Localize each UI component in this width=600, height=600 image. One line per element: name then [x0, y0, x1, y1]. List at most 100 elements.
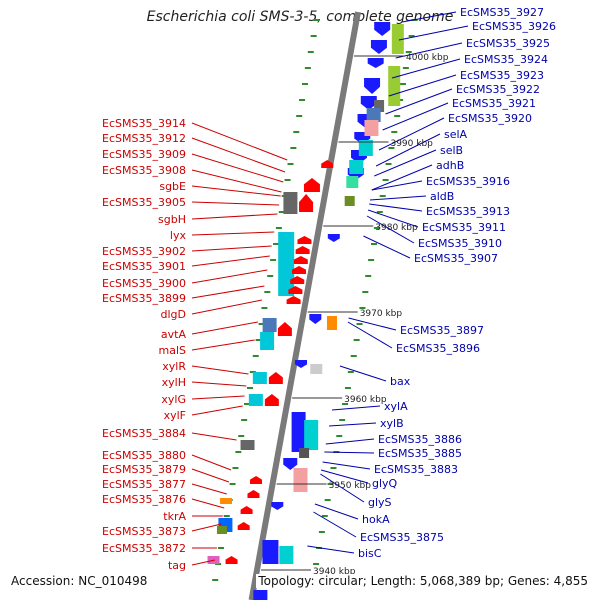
leader-line-left — [191, 153, 284, 183]
left-gene-label: tag — [168, 559, 186, 572]
gene-box — [391, 24, 404, 54]
kbp-label: 3970 kbp — [360, 309, 403, 319]
leader-line-right — [324, 451, 375, 454]
left-gene-labels: EcSMS35_3914 EcSMS35_3912 EcSMS35_3909 EcSM… — [102, 117, 186, 572]
scale-ticks — [212, 19, 418, 581]
right-gene-label: EcSMS35_3920 — [448, 112, 532, 125]
leader-line-right — [313, 511, 357, 538]
gene-box — [304, 420, 319, 450]
leader-line-right — [369, 203, 423, 212]
left-gene-label: EcSMS35_3914 — [102, 117, 186, 130]
gene-box — [240, 440, 255, 450]
leader-line-right — [322, 461, 371, 470]
leader-line-left — [191, 245, 272, 252]
gene-arrow-minus — [370, 40, 387, 54]
gene-arrow-plus — [247, 490, 260, 498]
leader-line-left — [191, 231, 275, 236]
gene-arrow-plus — [303, 178, 320, 192]
leader-line-right — [371, 180, 423, 191]
kbp-label: 3990 kbp — [390, 139, 433, 149]
leader-line-right — [371, 164, 433, 191]
gene-arrow-plus — [295, 246, 310, 254]
gene-box — [326, 316, 337, 330]
leader-line-right — [368, 209, 419, 228]
leader-line-left — [191, 395, 245, 400]
right-gene-label: EcSMS35_3923 — [460, 69, 544, 82]
gene-box — [364, 120, 379, 136]
right-gene-label: EcSMS35_3886 — [378, 433, 462, 446]
leader-line-right — [378, 117, 445, 151]
right-gene-label: adhB — [436, 159, 464, 172]
leader-line-left — [191, 321, 258, 335]
left-gene-label: EcSMS35_3905 — [102, 196, 186, 209]
right-gene-label: glyS — [368, 496, 392, 509]
leader-line-right — [374, 149, 437, 177]
gene-arrow-plus — [286, 296, 301, 304]
gene-box — [262, 318, 277, 332]
right-gene-label: EcSMS35_3921 — [452, 97, 536, 110]
gene-arrow-plus — [297, 236, 312, 244]
right-gene-label: EcSMS35_3924 — [464, 53, 548, 66]
left-gene-label: EcSMS35_3912 — [102, 132, 186, 145]
gene-arrow-plus — [250, 476, 263, 484]
gene-arrow-plus — [321, 160, 334, 168]
left-gene-label: xylF — [164, 409, 186, 422]
leader-line-right — [375, 133, 441, 167]
gene-arrow-minus — [327, 234, 340, 242]
kbp-label: 4000 kbp — [406, 53, 449, 63]
right-gene-label: selB — [440, 144, 463, 157]
gene-box — [278, 232, 295, 296]
left-gene-label: EcSMS35_3873 — [102, 525, 186, 538]
gene-box — [216, 526, 227, 534]
leader-line-left — [191, 498, 225, 509]
leader-line-right — [314, 503, 359, 520]
leader-line-left — [191, 213, 278, 220]
right-gene-label: xylA — [384, 400, 408, 413]
leader-line-left — [191, 381, 247, 387]
left-gene-label: malS — [159, 344, 187, 357]
leader-line-left — [191, 468, 230, 483]
leader-line-right — [329, 422, 377, 427]
left-gene-label: sgbH — [158, 213, 186, 226]
left-gene-label: EcSMS35_3899 — [102, 292, 186, 305]
gene-box — [252, 372, 267, 384]
gene-arrow-plus — [293, 256, 308, 264]
gene-arrow-minus — [271, 502, 284, 510]
leader-line-left — [191, 201, 280, 206]
left-gene-label: EcSMS35_3902 — [102, 245, 186, 258]
left-gene-label: sgbE — [159, 180, 186, 193]
right-gene-label: glyQ — [372, 477, 398, 490]
leader-line-left — [191, 299, 262, 315]
gene-arrow-plus — [299, 194, 314, 212]
leader-line-left — [191, 269, 268, 284]
gene-arrow-minus — [364, 78, 381, 94]
right-gene-label: bax — [390, 375, 411, 388]
gene-box — [291, 412, 306, 452]
leader-line-right — [366, 215, 415, 244]
leader-line-left — [191, 483, 227, 495]
gene-box — [349, 160, 364, 174]
gene-arrow-plus — [225, 556, 238, 564]
gene-arrow-minus — [309, 314, 322, 324]
gene-box — [262, 540, 279, 564]
gene-arrow-plus — [268, 372, 283, 384]
gene-arrow-plus — [237, 522, 250, 530]
gene-box — [279, 546, 294, 564]
gene-box — [374, 100, 385, 112]
right-gene-label: EcSMS35_3883 — [374, 463, 458, 476]
leader-line-right — [388, 74, 457, 97]
left-gene-label: EcSMS35_3909 — [102, 148, 186, 161]
leader-line-left — [191, 523, 222, 532]
kbp-label: 3960 kbp — [344, 395, 387, 405]
gene-box — [293, 468, 308, 492]
kbp-label: 3980 kbp — [375, 223, 418, 233]
leader-line-left — [191, 255, 270, 267]
right-gene-label: EcSMS35_3927 — [460, 6, 544, 19]
right-gene-label: EcSMS35_3922 — [456, 83, 540, 96]
gene-arrow-minus — [374, 22, 391, 36]
right-gene-label: EcSMS35_3911 — [422, 221, 506, 234]
gene-arrow-plus — [240, 506, 253, 514]
kbp-label: 3950 kbp — [329, 481, 372, 491]
leader-line-left — [191, 365, 249, 375]
